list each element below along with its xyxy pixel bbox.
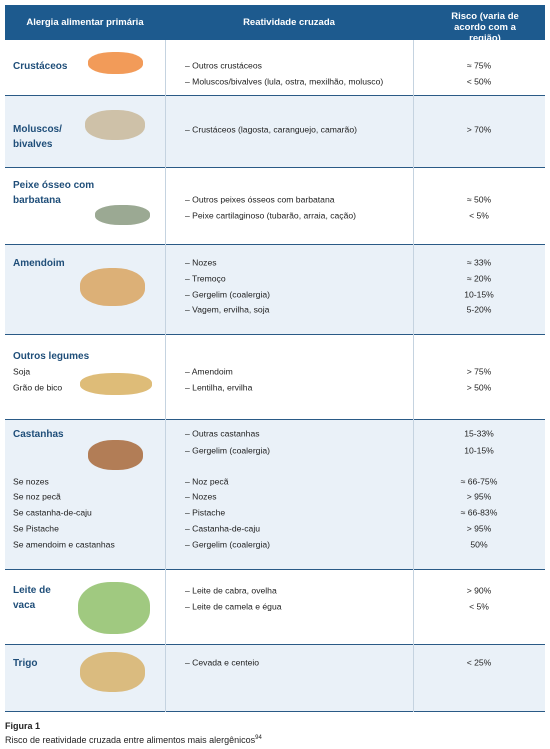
- header-reactivity: Reatividade cruzada: [243, 17, 335, 28]
- food-image: [80, 652, 145, 692]
- food-image: [85, 110, 145, 140]
- caption-title: Figura 1: [5, 721, 41, 731]
- sub-item: Se amendoim e castanhas: [13, 539, 115, 550]
- risk-value: ≈ 50%: [466, 194, 492, 205]
- food-image: [88, 440, 143, 470]
- sub-item: Grão de bico: [13, 382, 63, 393]
- risk-value: ≈ 75%: [466, 60, 492, 71]
- sub-item: Se noz pecã: [13, 491, 61, 502]
- allergen: Amendoim: [13, 258, 65, 269]
- reactivity-item: – Nozes: [185, 257, 217, 268]
- allergen: Leite de vaca: [13, 585, 51, 611]
- risk-value: > 90%: [466, 585, 492, 596]
- risk-value: ≈ 33%: [466, 257, 492, 268]
- header-risk: Risco (varia de acordo com a região): [451, 11, 519, 44]
- caption: Risco de reatividade cruzada entre alime…: [5, 735, 262, 745]
- sub-item: Se castanha-de-caju: [13, 507, 92, 518]
- food-image: [78, 582, 150, 634]
- reactivity-item: – Gergelim (coalergia): [185, 445, 271, 456]
- risk-value: > 75%: [466, 366, 492, 377]
- reactivity-item: – Noz pecã: [185, 476, 229, 487]
- risk-value: > 95%: [466, 523, 492, 534]
- risk-value: < 5%: [469, 210, 489, 221]
- table-row: [5, 168, 545, 245]
- risk-value: 10-15%: [464, 445, 494, 456]
- risk-value: ≈ 66-83%: [460, 507, 498, 518]
- allergen: Castanhas: [13, 429, 64, 440]
- reactivity-item: – Leite de cabra, ovelha: [185, 585, 277, 596]
- risk-value: < 25%: [466, 657, 492, 668]
- risk-value: > 70%: [466, 124, 492, 135]
- reactivity-item: – Gergelim (coalergia): [185, 289, 271, 300]
- column-divider: [165, 40, 166, 712]
- caption-reference: 94: [255, 735, 262, 741]
- risk-value: ≈ 66-75%: [460, 476, 498, 487]
- reactivity-item: – Moluscos/bivalves (lula, ostra, mexilh…: [185, 76, 384, 87]
- food-image: [95, 205, 150, 225]
- reactivity-item: – Outros crustáceos: [185, 60, 262, 71]
- risk-value: < 5%: [469, 601, 489, 612]
- food-image: [88, 52, 143, 74]
- reactivity-item: – Castanha-de-caju: [185, 523, 261, 534]
- reactivity-item: – Nozes: [185, 491, 217, 502]
- reactivity-item: – Amendoim: [185, 366, 233, 377]
- risk-value: > 95%: [466, 491, 492, 502]
- reactivity-item: – Outras castanhas: [185, 428, 260, 439]
- allergen: Trigo: [13, 658, 38, 669]
- allergen: Peixe ósseo com barbatana: [13, 180, 95, 206]
- risk-value: 10-15%: [464, 289, 494, 300]
- column-divider: [413, 40, 414, 712]
- sub-item: Se nozes: [13, 476, 49, 487]
- food-image: [80, 373, 152, 395]
- risk-value: 15-33%: [464, 428, 494, 439]
- reactivity-item: – Tremoço: [185, 273, 226, 284]
- food-image: [80, 268, 145, 306]
- reactivity-item: – Leite de camela e égua: [185, 601, 282, 612]
- reactivity-item: – Pistache: [185, 507, 226, 518]
- sub-item: Se Pistache: [13, 523, 59, 534]
- risk-value: 50%: [470, 539, 488, 550]
- risk-value: 5-20%: [466, 304, 492, 315]
- header-allergy: Alergia alimentar primária: [26, 17, 144, 28]
- table-header: [5, 5, 545, 40]
- sub-item: Soja: [13, 366, 31, 377]
- risk-value: ≈ 20%: [466, 273, 492, 284]
- reactivity-item: – Lentilha, ervilha: [185, 382, 253, 393]
- reactivity-item: – Vagem, ervilha, soja: [185, 304, 270, 315]
- reactivity-item: – Outros peixes ósseos com barbatana: [185, 194, 335, 205]
- allergen: Moluscos/ bivalves: [13, 124, 62, 150]
- reactivity-item: – Peixe cartilaginoso (tubarão, arraia, …: [185, 210, 357, 221]
- reactivity-item: – Cevada e centeio: [185, 657, 260, 668]
- allergen: Outros legumes: [13, 351, 90, 362]
- allergen: Crustáceos: [13, 61, 68, 72]
- reactivity-item: – Crustáceos (lagosta, caranguejo, camar…: [185, 124, 357, 135]
- risk-value: > 50%: [466, 382, 492, 393]
- risk-value: < 50%: [466, 76, 492, 87]
- reactivity-item: – Gergelim (coalergia): [185, 539, 271, 550]
- caption-text: Risco de reatividade cruzada entre alime…: [5, 735, 256, 745]
